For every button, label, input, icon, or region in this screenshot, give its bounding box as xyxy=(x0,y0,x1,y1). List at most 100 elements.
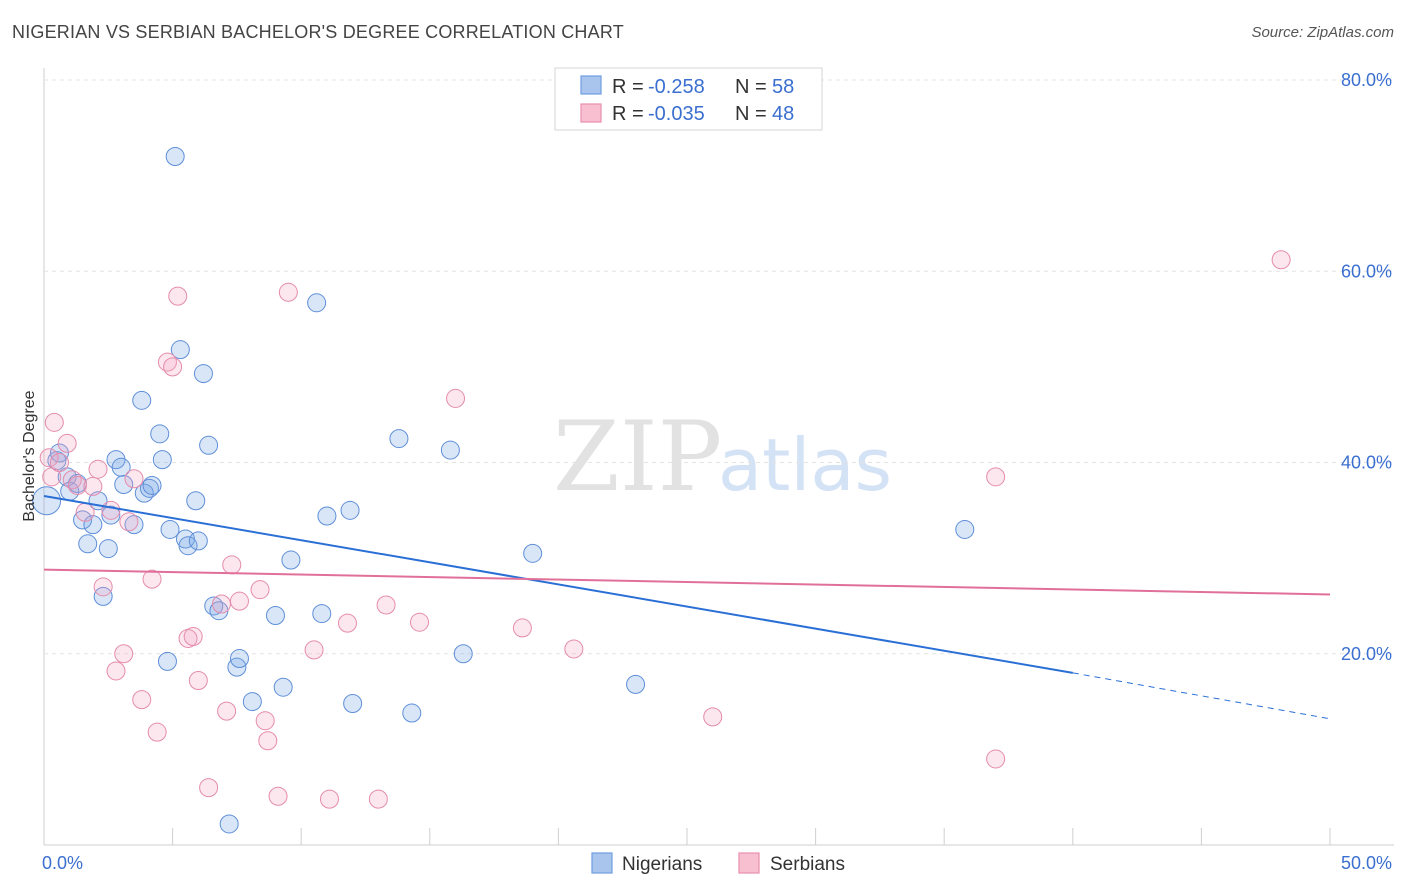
y-tick-label-40: 40.0% xyxy=(1341,453,1392,473)
y-axis-label: Bachelor's Degree xyxy=(21,390,38,521)
serbian-point xyxy=(119,512,139,532)
serbian-point xyxy=(304,640,324,660)
serbian-point xyxy=(703,707,723,727)
nigerian-point xyxy=(193,364,213,384)
serbian-point xyxy=(188,671,208,691)
bottom-legend-swatch-serbians xyxy=(738,852,760,874)
nigerian-point xyxy=(307,293,327,313)
legend-r-label-serbians: R = xyxy=(612,103,644,125)
nigerian-point xyxy=(312,604,332,624)
chart-title: NIGERIAN VS SERBIAN BACHELOR'S DEGREE CO… xyxy=(12,22,624,42)
serbian-point xyxy=(183,627,203,647)
nigerian-point xyxy=(124,515,144,535)
nigerian-point xyxy=(186,491,206,511)
watermark-atlas: atlas xyxy=(718,423,892,507)
legend-n-value-nigerians: 58 xyxy=(772,76,794,98)
nigerian-point xyxy=(165,147,185,166)
nigerian-point xyxy=(114,474,134,494)
serbian-point xyxy=(168,286,188,306)
serbian-point xyxy=(376,595,396,615)
nigerian-point xyxy=(343,693,363,713)
nigerian-point xyxy=(93,586,113,606)
legend-n-value-serbians: 48 xyxy=(772,103,794,125)
nigerian-point xyxy=(955,519,975,539)
nigerian-point xyxy=(152,450,172,470)
serbian-point xyxy=(368,789,388,809)
nigerian-trend-extension xyxy=(1072,672,1331,720)
serbian-point xyxy=(114,644,134,664)
trend-lines xyxy=(43,494,1331,720)
bottom-legend: Nigerians Serbians xyxy=(591,852,845,875)
serbian-point xyxy=(49,453,69,472)
legend-n-label-nigerians: N = xyxy=(735,76,767,98)
serbian-point xyxy=(88,459,108,479)
x-tick-label-max: 50.0% xyxy=(1341,853,1392,873)
nigerian-point xyxy=(523,543,543,563)
serbian-point xyxy=(229,591,249,611)
serbian-point xyxy=(337,613,357,633)
legend-r-label-nigerians: R = xyxy=(612,76,644,98)
nigerian-point xyxy=(49,443,69,463)
nigerian-point xyxy=(139,478,159,498)
y-tick-labels: 20.0% 40.0% 60.0% 80.0% xyxy=(1341,70,1392,664)
legend-r-value-nigerians: -0.258 xyxy=(648,76,705,98)
nigerian-point xyxy=(98,539,118,559)
serbian-point xyxy=(319,789,339,809)
source-credit: Source: ZipAtlas.com xyxy=(1251,24,1394,41)
serbian-point xyxy=(62,470,82,490)
nigerian-point xyxy=(101,505,121,525)
serbian-point xyxy=(250,580,270,600)
serbian-point xyxy=(132,690,152,710)
nigerian-point xyxy=(157,651,177,671)
nigerian-point xyxy=(389,429,409,449)
nigerian-point xyxy=(132,390,152,410)
serbian-point xyxy=(142,569,162,589)
serbian-point xyxy=(147,722,167,742)
nigerian-point xyxy=(219,814,239,834)
serbian-point xyxy=(986,749,1006,769)
bottom-legend-label-nigerians: Nigerians xyxy=(622,854,702,875)
nigerian-point xyxy=(199,435,219,455)
nigerian-points xyxy=(32,147,975,834)
serbian-trend-line xyxy=(43,568,1331,596)
nigerian-point xyxy=(73,510,93,530)
nigerian-point xyxy=(453,644,473,664)
nigerian-point xyxy=(317,506,337,526)
serbian-point xyxy=(75,502,95,522)
nigerian-point xyxy=(626,674,646,694)
serbian-point xyxy=(101,500,121,520)
serbian-point xyxy=(163,357,183,377)
serbian-point xyxy=(217,701,237,721)
nigerian-point xyxy=(242,692,262,712)
nigerian-point xyxy=(170,340,190,360)
serbian-point xyxy=(255,711,275,731)
serbian-point xyxy=(1271,250,1291,270)
nigerian-point xyxy=(340,500,360,520)
watermark-zip: ZIP xyxy=(553,401,722,513)
serbian-point xyxy=(211,594,231,614)
serbian-point xyxy=(222,555,242,575)
nigerian-point xyxy=(32,486,62,516)
serbian-point xyxy=(67,475,87,495)
serbian-point xyxy=(410,612,430,632)
serbian-point xyxy=(278,282,298,302)
serbian-point xyxy=(199,778,219,798)
gridlines xyxy=(44,79,1394,655)
serbian-point xyxy=(93,577,113,597)
serbian-point xyxy=(446,388,466,408)
bottom-legend-swatch-nigerians xyxy=(591,852,613,874)
nigerian-point xyxy=(440,440,460,460)
serbian-point xyxy=(106,661,126,681)
serbian-point xyxy=(44,412,64,432)
y-tick-label-60: 60.0% xyxy=(1341,261,1392,281)
nigerian-point xyxy=(78,534,98,554)
nigerian-point xyxy=(142,475,162,495)
serbian-points xyxy=(39,250,1291,809)
serbian-point xyxy=(512,618,532,638)
serbian-point xyxy=(57,433,77,453)
x-tick-label-min: 0.0% xyxy=(42,853,83,873)
nigerian-trend-line xyxy=(43,494,1073,674)
legend-box: R = -0.258 N = 58 R = -0.035 N = 48 xyxy=(554,67,823,131)
serbian-point xyxy=(268,786,288,806)
